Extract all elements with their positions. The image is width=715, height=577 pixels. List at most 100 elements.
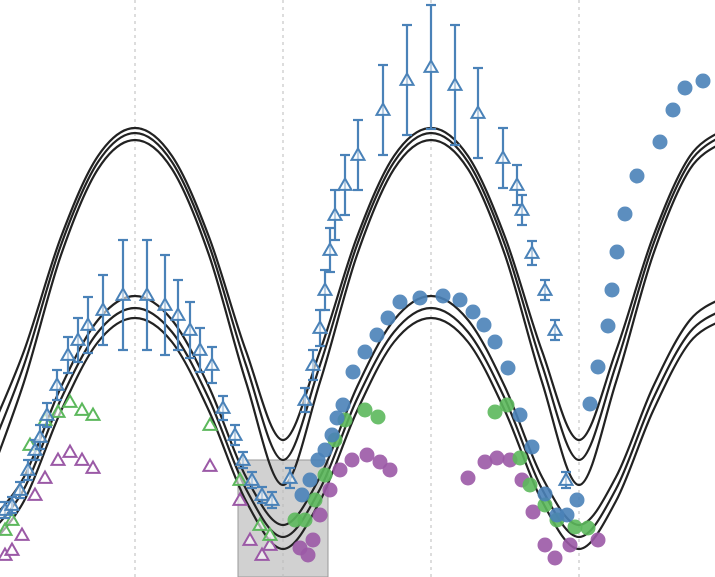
point bbox=[499, 397, 515, 413]
point bbox=[567, 519, 583, 535]
point bbox=[329, 410, 345, 426]
point bbox=[547, 550, 563, 566]
point bbox=[512, 450, 528, 466]
point bbox=[156, 296, 174, 311]
point bbox=[582, 396, 598, 412]
point bbox=[446, 76, 464, 91]
point bbox=[513, 201, 531, 216]
point bbox=[525, 504, 541, 520]
point bbox=[316, 281, 334, 296]
point bbox=[3, 541, 21, 556]
point bbox=[335, 397, 351, 413]
point bbox=[0, 521, 14, 536]
point bbox=[253, 486, 271, 501]
point bbox=[231, 471, 249, 486]
point bbox=[326, 206, 344, 221]
point bbox=[465, 304, 481, 320]
point bbox=[61, 443, 79, 458]
point bbox=[253, 546, 271, 561]
point bbox=[344, 452, 360, 468]
point bbox=[11, 481, 29, 496]
point bbox=[36, 469, 54, 484]
point bbox=[604, 282, 620, 298]
point bbox=[609, 244, 625, 260]
point bbox=[487, 404, 503, 420]
point bbox=[469, 104, 487, 119]
point bbox=[300, 547, 316, 563]
point bbox=[312, 507, 328, 523]
point bbox=[19, 461, 37, 476]
point bbox=[500, 360, 516, 376]
point bbox=[69, 331, 87, 346]
point bbox=[357, 402, 373, 418]
point bbox=[398, 71, 416, 86]
point bbox=[203, 356, 221, 371]
point bbox=[181, 321, 199, 336]
point bbox=[512, 407, 528, 423]
point bbox=[13, 526, 31, 541]
point bbox=[31, 428, 49, 443]
point bbox=[304, 356, 322, 371]
point bbox=[477, 454, 493, 470]
point bbox=[114, 286, 132, 301]
model-curve bbox=[0, 316, 715, 551]
point bbox=[590, 359, 606, 375]
model-curve bbox=[0, 294, 715, 527]
point bbox=[345, 364, 361, 380]
point bbox=[665, 102, 681, 118]
point bbox=[380, 310, 396, 326]
point bbox=[138, 286, 156, 301]
point bbox=[294, 487, 310, 503]
point bbox=[569, 492, 585, 508]
point bbox=[3, 496, 21, 511]
point bbox=[629, 168, 645, 184]
model-curve bbox=[0, 138, 715, 487]
point bbox=[73, 451, 91, 466]
point bbox=[49, 451, 67, 466]
point bbox=[562, 537, 578, 553]
point bbox=[243, 471, 261, 486]
point bbox=[61, 393, 79, 408]
point bbox=[311, 319, 329, 334]
point bbox=[322, 482, 338, 498]
point bbox=[317, 467, 333, 483]
point bbox=[374, 101, 392, 116]
point bbox=[617, 206, 633, 222]
point bbox=[537, 486, 553, 502]
point bbox=[460, 470, 476, 486]
point bbox=[489, 450, 505, 466]
point bbox=[302, 472, 318, 488]
point bbox=[73, 401, 91, 416]
point bbox=[296, 391, 314, 406]
point bbox=[537, 497, 553, 513]
point bbox=[241, 531, 259, 546]
point bbox=[169, 306, 187, 321]
point bbox=[372, 454, 388, 470]
point bbox=[59, 346, 77, 361]
point bbox=[476, 317, 492, 333]
point bbox=[523, 244, 541, 259]
point bbox=[382, 462, 398, 478]
point bbox=[557, 471, 575, 486]
point bbox=[281, 469, 299, 484]
point bbox=[695, 73, 711, 89]
model-curve bbox=[0, 126, 715, 442]
point bbox=[452, 292, 468, 308]
point bbox=[357, 344, 373, 360]
point bbox=[494, 149, 512, 164]
point bbox=[226, 426, 244, 441]
point bbox=[201, 416, 219, 431]
point bbox=[559, 507, 575, 523]
point bbox=[84, 406, 102, 421]
point bbox=[231, 491, 249, 506]
point bbox=[524, 439, 540, 455]
model-curve bbox=[0, 131, 715, 462]
point bbox=[251, 516, 269, 531]
point bbox=[336, 176, 354, 191]
point bbox=[422, 58, 440, 73]
point bbox=[349, 146, 367, 161]
point bbox=[324, 427, 340, 443]
